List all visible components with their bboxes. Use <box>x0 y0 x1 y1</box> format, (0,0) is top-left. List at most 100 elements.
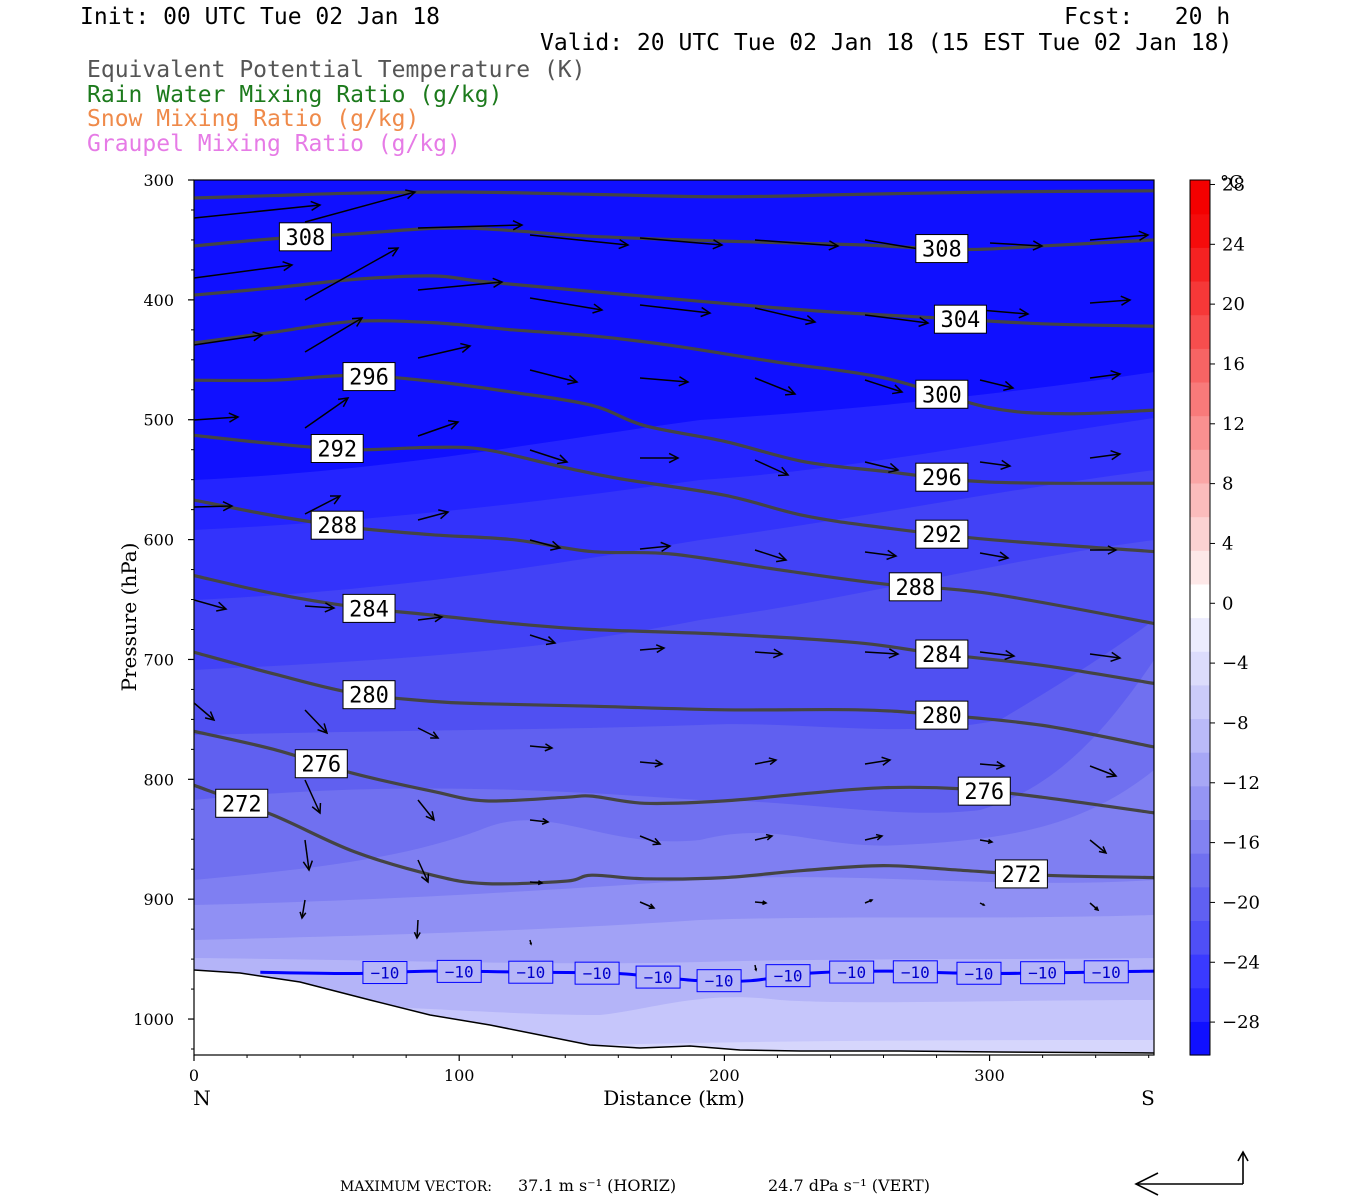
wind-vector <box>529 634 557 646</box>
wind-vector <box>754 757 778 766</box>
wind-vector <box>304 397 350 429</box>
wind-vector <box>299 899 307 920</box>
colorbar-segment <box>1190 247 1210 282</box>
svg-text:−10: −10 <box>901 963 930 982</box>
colorbar-tick-label: 28 <box>1222 174 1245 195</box>
colorbar-segment <box>1190 920 1210 955</box>
wind-vector <box>979 551 1010 562</box>
wind-vector <box>1089 765 1118 778</box>
y-tick-label: 600 <box>143 531 174 550</box>
svg-text:−10: −10 <box>370 964 399 983</box>
colorbar-tick-label: 8 <box>1222 474 1233 495</box>
colorbar-tick-label: −20 <box>1222 892 1260 913</box>
colorbar-tick-label: 24 <box>1222 234 1245 255</box>
colorbar-segment <box>1190 415 1210 450</box>
x-tick-label: 200 <box>709 1066 740 1085</box>
wind-vector <box>979 459 1012 471</box>
wind-vector <box>864 899 874 904</box>
wind-vector <box>864 549 898 561</box>
x-tick-label: 300 <box>974 1066 1005 1085</box>
isotherm-label: −10 <box>696 969 742 993</box>
colorbar-segment <box>1190 550 1210 585</box>
y-tick-label: 300 <box>143 171 174 190</box>
svg-text:288: 288 <box>895 576 935 601</box>
wind-vector <box>864 314 930 328</box>
y-tick-label: 500 <box>143 411 174 430</box>
init-time: Init: 00 UTC Tue 02 Jan 18 <box>80 4 441 30</box>
wind-vector <box>194 599 228 612</box>
y-axis: 300 400 500 600 700 800 900 1000 <box>133 171 194 1050</box>
wind-vector <box>979 838 994 844</box>
wind-vector <box>640 452 680 464</box>
svg-text:−10: −10 <box>1092 963 1121 982</box>
svg-text:308: 308 <box>922 238 962 263</box>
wind-vector <box>417 220 524 231</box>
svg-text:296: 296 <box>922 466 962 491</box>
wind-vector <box>754 833 774 841</box>
colorbar-segment <box>1190 886 1210 921</box>
south-label: S <box>1141 1086 1155 1110</box>
wind-vector <box>529 817 550 825</box>
svg-text:292: 292 <box>317 437 357 462</box>
svg-text:280: 280 <box>349 684 389 709</box>
contour-label-272: 272 <box>215 788 269 818</box>
wind-vector <box>529 939 533 946</box>
wind-vector <box>754 307 817 326</box>
svg-text:308: 308 <box>286 226 326 251</box>
svg-text:272: 272 <box>1002 863 1042 888</box>
contour-label-304: 304 <box>933 304 987 334</box>
isotherm-minus10: −10 −10 −10 −10 −10 −10 −10 −10 −10 −10 −10 −10 <box>260 959 1155 993</box>
wind-vector <box>754 648 784 659</box>
colorbar-segment <box>1190 651 1210 686</box>
svg-text:304: 304 <box>941 308 981 333</box>
wind-vector <box>639 304 712 318</box>
contour-label-284: 284 <box>915 639 969 669</box>
theta-e-contour-284 <box>194 573 1154 686</box>
y-axis-title: Pressure (hPa) <box>117 543 141 692</box>
colorbar-tick-label: 12 <box>1222 414 1245 435</box>
svg-text:−10: −10 <box>837 963 866 982</box>
north-label: N <box>193 1086 211 1110</box>
wind-vector <box>304 247 400 301</box>
field-label-graupel: Graupel Mixing Ratio (g/kg) <box>87 131 461 157</box>
isotherm-label: −10 <box>1020 961 1066 985</box>
valid-time: Valid: 20 UTC Tue 02 Jan 18 (15 EST Tue … <box>540 30 1233 56</box>
colorbar-tick-label: 4 <box>1222 533 1233 554</box>
colorbar-segment <box>1190 583 1210 619</box>
svg-text:288: 288 <box>317 514 357 539</box>
theta-e-contour-280 <box>194 650 1154 749</box>
svg-text:−10: −10 <box>965 964 994 983</box>
isotherm-label: −10 <box>1083 960 1129 984</box>
wind-vector <box>304 602 336 613</box>
field-label-theta-e: Equivalent Potential Temperature (K) <box>87 57 586 83</box>
contour-label-292: 292 <box>915 519 969 549</box>
wind-vector <box>194 260 294 279</box>
wind-vector <box>639 901 656 910</box>
colorbar-tick-label: −24 <box>1222 952 1260 973</box>
wind-vector <box>417 613 444 623</box>
colorbar-segment <box>1190 180 1210 215</box>
wind-vector <box>304 709 329 735</box>
colorbar-segment <box>1190 516 1210 551</box>
wind-vector <box>304 189 417 223</box>
max-vector-vert: 24.7 dPa s⁻¹ (VERT) <box>768 1176 930 1195</box>
wind-vector <box>529 449 569 465</box>
wind-vector <box>194 412 240 423</box>
x-axis-title: Distance (km) <box>603 1086 745 1110</box>
colorbar-segment <box>1190 785 1210 821</box>
svg-text:292: 292 <box>922 523 962 548</box>
colorbar-segment <box>1190 617 1210 652</box>
svg-text:276: 276 <box>301 753 341 778</box>
wind-vector <box>417 419 460 437</box>
reference-vector-icon <box>1134 1150 1249 1196</box>
wind-vector <box>194 702 216 722</box>
isotherm-label: −10 <box>436 959 482 983</box>
wind-vector <box>864 379 904 395</box>
contour-label-288: 288 <box>310 510 364 540</box>
colorbar: 28 24 20 16 12 8 4 0 −4 −8 −12 −16 −20 −24 −28 <box>1189 174 1260 1056</box>
colorbar-tick-label: −16 <box>1222 833 1260 854</box>
contour-label-292: 292 <box>310 433 364 463</box>
colorbar-segment <box>1190 1021 1210 1056</box>
svg-text:280: 280 <box>922 704 962 729</box>
